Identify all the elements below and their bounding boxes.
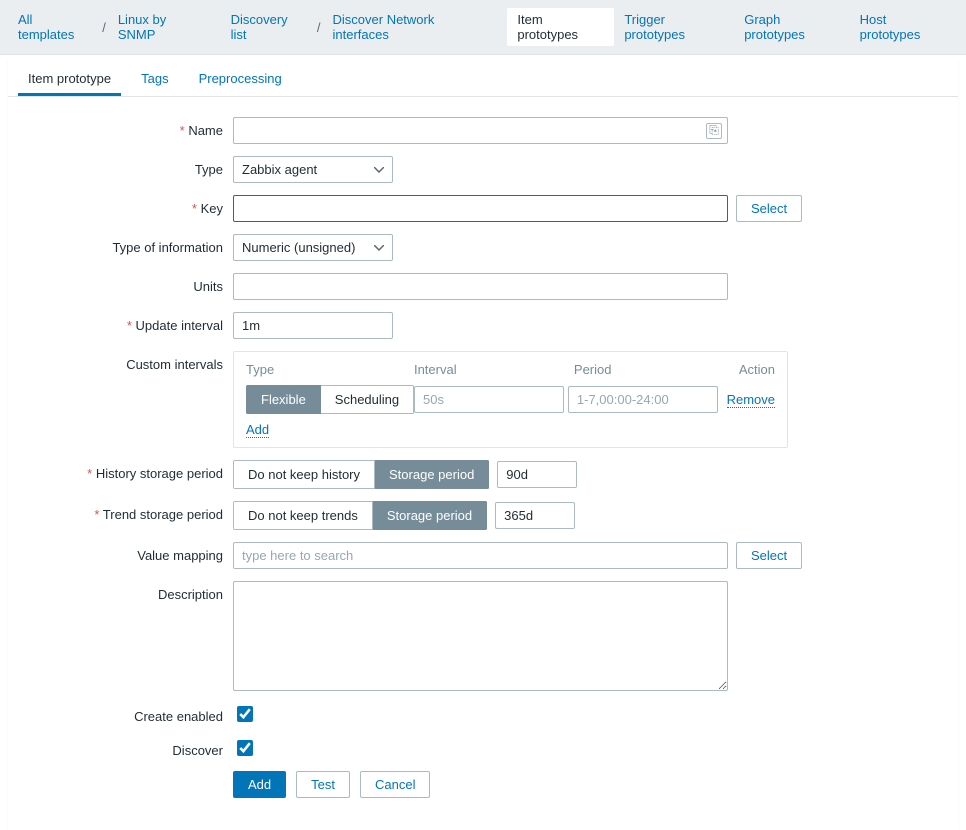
seg-history-nokeep[interactable]: Do not keep history: [233, 460, 375, 489]
value-mapping-select-button[interactable]: Select: [736, 542, 802, 569]
key-select-button[interactable]: Select: [736, 195, 802, 222]
key-input[interactable]: [233, 195, 728, 222]
name-input[interactable]: [233, 117, 728, 144]
col-header-period: Period: [574, 362, 739, 377]
type-select[interactable]: Zabbix agent: [233, 156, 393, 183]
label-name: Name: [18, 117, 233, 138]
discover-checkbox[interactable]: [237, 740, 253, 756]
label-type: Type: [18, 156, 233, 177]
seg-history-storage[interactable]: Storage period: [375, 460, 489, 489]
interval-type-segmented: Flexible Scheduling: [246, 385, 414, 414]
item-prototype-form: Name ⎘ Type Zabbix agent Key: [8, 97, 958, 830]
separator: /: [100, 20, 108, 35]
nav-host-prototypes[interactable]: Host prototypes: [852, 8, 956, 46]
breadcrumb-discovery-list[interactable]: Discovery list: [223, 8, 313, 46]
breadcrumb-discover-if[interactable]: Discover Network interfaces: [325, 8, 498, 46]
breadcrumb-all-templates[interactable]: All templates: [10, 8, 98, 46]
history-value-input[interactable]: [497, 461, 577, 488]
typeinfo-select[interactable]: Numeric (unsigned): [233, 234, 393, 261]
col-header-type: Type: [246, 362, 414, 377]
remove-interval-link[interactable]: Remove: [727, 392, 775, 408]
interval-input[interactable]: [414, 386, 564, 413]
label-trend: Trend storage period: [18, 501, 233, 522]
tab-preprocessing[interactable]: Preprocessing: [189, 59, 292, 96]
separator: /: [315, 20, 323, 35]
label-description: Description: [18, 581, 233, 602]
seg-scheduling[interactable]: Scheduling: [321, 385, 414, 414]
label-discover: Discover: [18, 737, 233, 758]
label-history: History storage period: [18, 460, 233, 481]
label-create-enabled: Create enabled: [18, 703, 233, 724]
add-button[interactable]: Add: [233, 771, 286, 798]
seg-trend-nokeep[interactable]: Do not keep trends: [233, 501, 373, 530]
update-interval-input[interactable]: [233, 312, 393, 339]
col-header-interval: Interval: [414, 362, 574, 377]
label-typeinfo: Type of information: [18, 234, 233, 255]
create-enabled-checkbox[interactable]: [237, 706, 253, 722]
tab-tags[interactable]: Tags: [131, 59, 178, 96]
test-button[interactable]: Test: [296, 771, 350, 798]
seg-flexible[interactable]: Flexible: [246, 385, 321, 414]
label-value-mapping: Value mapping: [18, 542, 233, 563]
label-units: Units: [18, 273, 233, 294]
history-segmented: Do not keep history Storage period: [233, 460, 489, 489]
breadcrumb-template[interactable]: Linux by SNMP: [110, 8, 213, 46]
description-textarea[interactable]: [233, 581, 728, 691]
units-input[interactable]: [233, 273, 728, 300]
period-input[interactable]: [568, 386, 718, 413]
form-tabs: Item prototype Tags Preprocessing: [8, 59, 958, 97]
nav-graph-prototypes[interactable]: Graph prototypes: [736, 8, 849, 46]
macro-helper-icon[interactable]: ⎘: [706, 123, 722, 139]
seg-trend-storage[interactable]: Storage period: [373, 501, 487, 530]
nav-item-prototypes[interactable]: Item prototypes: [507, 8, 614, 46]
label-key: Key: [18, 195, 233, 216]
tab-item-prototype[interactable]: Item prototype: [18, 59, 121, 96]
col-header-action: Action: [739, 362, 775, 377]
cancel-button[interactable]: Cancel: [360, 771, 430, 798]
custom-intervals-box: Type Interval Period Action Flexible Sch…: [233, 351, 788, 448]
nav-trigger-prototypes[interactable]: Trigger prototypes: [616, 8, 734, 46]
label-custom-intervals: Custom intervals: [18, 351, 233, 372]
trend-segmented: Do not keep trends Storage period: [233, 501, 487, 530]
breadcrumb-nav: All templates / Linux by SNMP Discovery …: [0, 0, 966, 55]
add-interval-link[interactable]: Add: [246, 422, 269, 438]
label-update-interval: Update interval: [18, 312, 233, 333]
value-mapping-input[interactable]: [233, 542, 728, 569]
trend-value-input[interactable]: [495, 502, 575, 529]
